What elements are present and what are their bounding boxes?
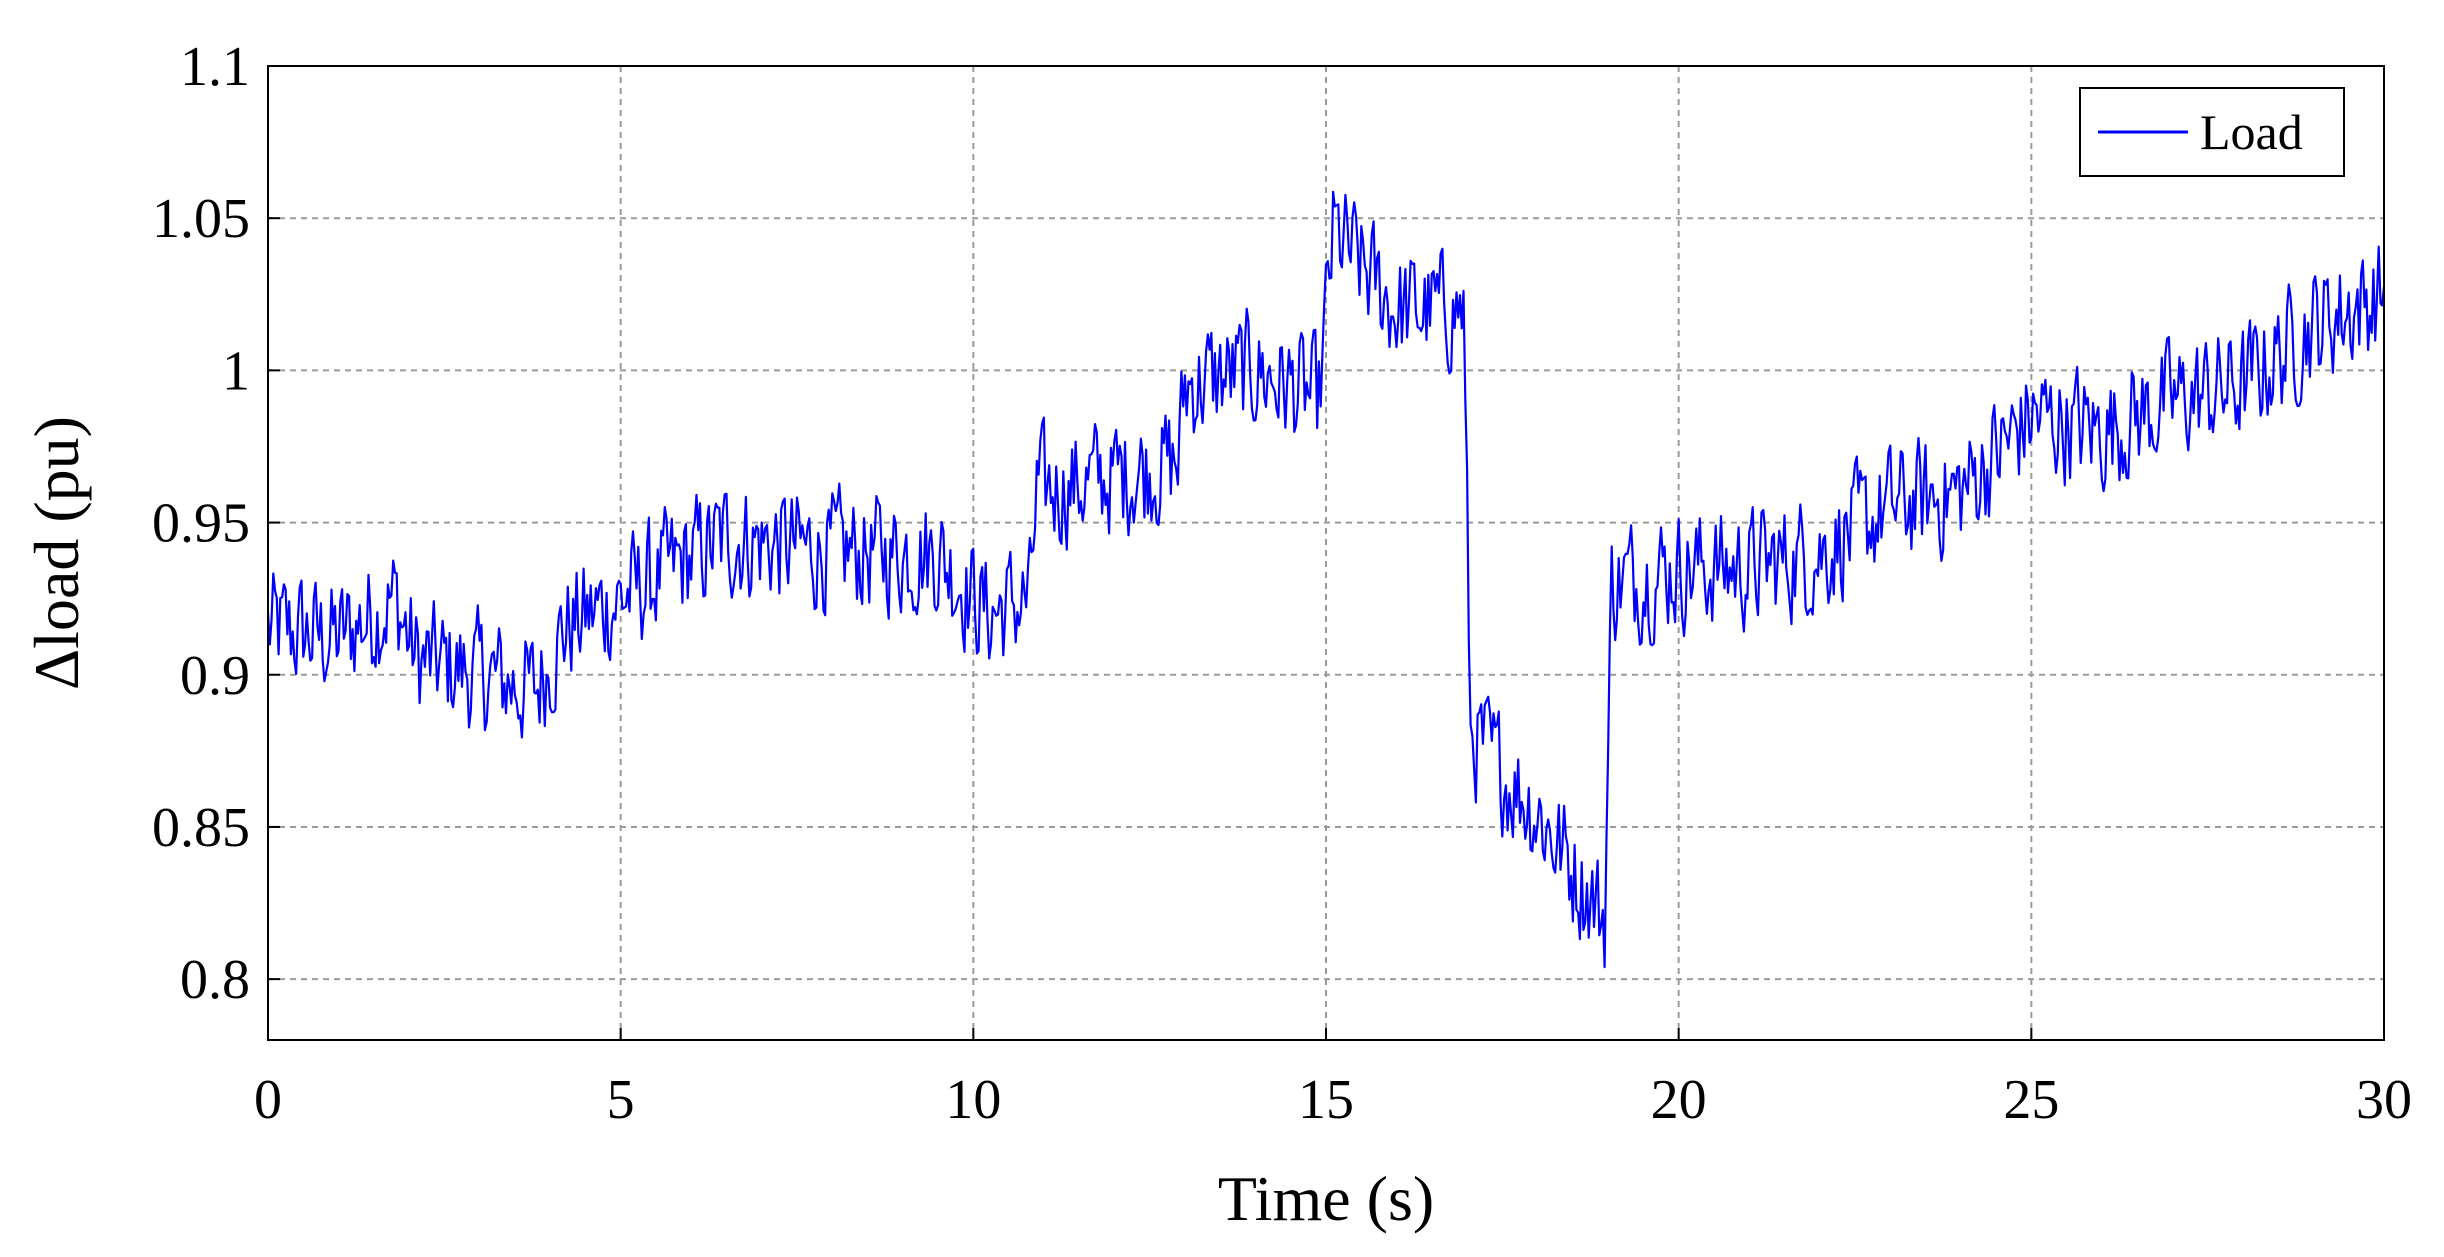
y-tick-label: 1 [222,340,250,402]
y-tick-label: 0.85 [152,797,250,859]
y-tick-label: 1.05 [152,188,250,250]
plot-area [266,190,2386,969]
x-tick-label: 20 [1651,1069,1707,1131]
legend-label-load: Load [2200,104,2303,160]
y-tick-label: 0.8 [180,949,250,1011]
y-axis-title: Δload (pu) [21,416,92,690]
x-tick-label: 5 [607,1069,635,1131]
y-tick-label: 0.95 [152,493,250,555]
legend: Load [2079,87,2345,177]
y-tick-label: 0.9 [180,645,250,707]
y-tick-label: 1.1 [180,36,250,98]
x-tick-label: 10 [945,1069,1001,1131]
x-tick-label: 30 [2356,1069,2412,1131]
x-tick-label: 15 [1298,1069,1354,1131]
x-axis-title: Time (s) [1218,1163,1434,1234]
series-line-load [266,190,2386,969]
x-tick-label: 0 [254,1069,282,1131]
x-tick-label: 25 [2003,1069,2059,1131]
axis-ticks: 0 5 10 15 20 25 30 0.8 0.85 0.9 0.95 1 1.05 1.1 [152,36,2412,1131]
